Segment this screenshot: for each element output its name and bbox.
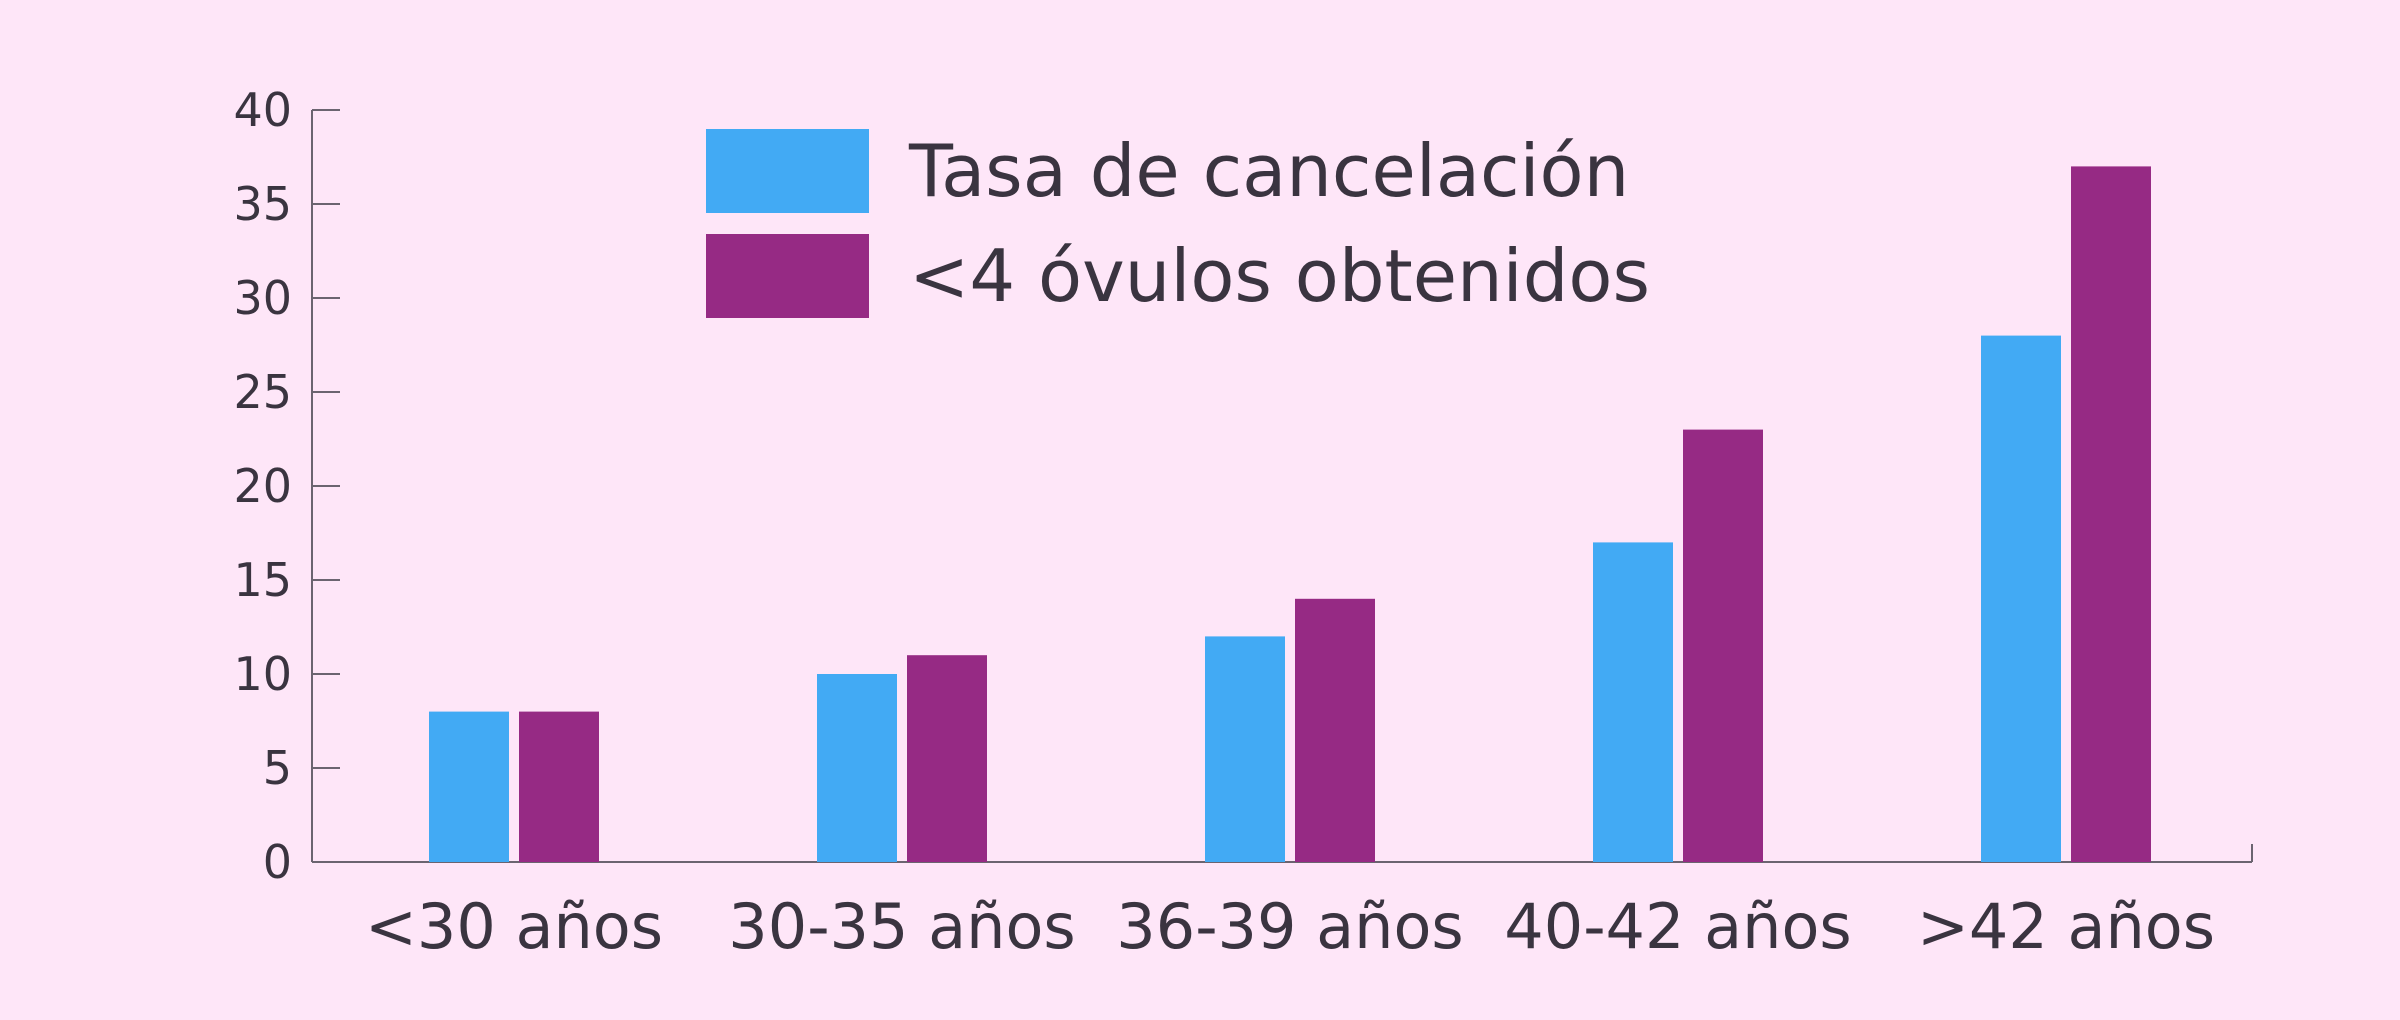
y-tick-label: 40 <box>233 83 292 137</box>
x-category-label: 36-39 años <box>1116 890 1463 963</box>
y-tick-label: 30 <box>233 271 292 325</box>
legend-label: <4 óvulos obtenidos <box>909 234 1650 318</box>
bar-tasa-cancelacion <box>1593 542 1673 862</box>
y-tick-label: 0 <box>263 835 292 889</box>
bar-menos-4-ovulos <box>2071 166 2151 862</box>
bar-group <box>1205 598 1375 862</box>
bar-group <box>1981 166 2151 863</box>
bar-group <box>429 711 599 862</box>
y-axis: 0 5 10 15 20 25 30 35 40 <box>233 83 340 889</box>
y-tick-label: 35 <box>233 177 292 231</box>
legend-item: Tasa de cancelación <box>706 129 1629 213</box>
x-category-label: <30 años <box>365 890 663 963</box>
legend-swatch <box>706 129 869 213</box>
bar-tasa-cancelacion <box>1981 335 2061 863</box>
bar-tasa-cancelacion <box>429 711 509 862</box>
bar-menos-4-ovulos <box>519 711 599 862</box>
bar-tasa-cancelacion <box>1205 636 1285 862</box>
x-category-label: >42 años <box>1917 890 2215 963</box>
x-axis: <30 años 30-35 años 36-39 años 40-42 años >4… <box>312 844 2253 963</box>
legend: Tasa de cancelación <4 óvulos obtenidos <box>706 129 1650 318</box>
y-tick-label: 15 <box>233 553 292 607</box>
legend-label: Tasa de cancelación <box>908 129 1629 213</box>
bar-menos-4-ovulos <box>1683 429 1763 862</box>
bar-menos-4-ovulos <box>1295 598 1375 862</box>
legend-item: <4 óvulos obtenidos <box>706 234 1650 318</box>
x-category-label: 40-42 años <box>1504 890 1851 963</box>
x-category-label: 30-35 años <box>728 890 1075 963</box>
bar-tasa-cancelacion <box>817 674 897 862</box>
bar-menos-4-ovulos <box>907 655 987 862</box>
bar-group <box>1593 429 1763 862</box>
y-tick-label: 5 <box>263 741 292 795</box>
y-tick-label: 10 <box>233 647 292 701</box>
bar-group <box>817 655 987 862</box>
bars <box>429 166 2151 863</box>
y-tick-label: 20 <box>233 459 292 513</box>
legend-swatch <box>706 234 869 318</box>
y-tick-label: 25 <box>233 365 292 419</box>
